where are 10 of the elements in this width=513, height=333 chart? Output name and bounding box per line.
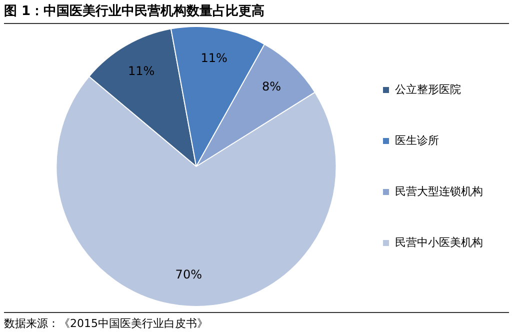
data-label: 11% xyxy=(200,50,228,65)
source-note: 数据来源：《2015中国医美行业白皮书》 xyxy=(4,312,509,331)
legend-label: 民营大型连锁机构 xyxy=(395,184,483,198)
data-label: 8% xyxy=(262,80,282,94)
legend-label: 医生诊所 xyxy=(395,134,439,147)
data-label: 11% xyxy=(128,64,155,78)
data-label: 70% xyxy=(175,268,202,282)
legend-label: 公立整形医院 xyxy=(395,82,461,96)
chart-title: 图 1：中国医美行业中民营机构数量占比更高 xyxy=(4,2,509,24)
legend-label: 民营中小医美机构 xyxy=(395,236,483,249)
